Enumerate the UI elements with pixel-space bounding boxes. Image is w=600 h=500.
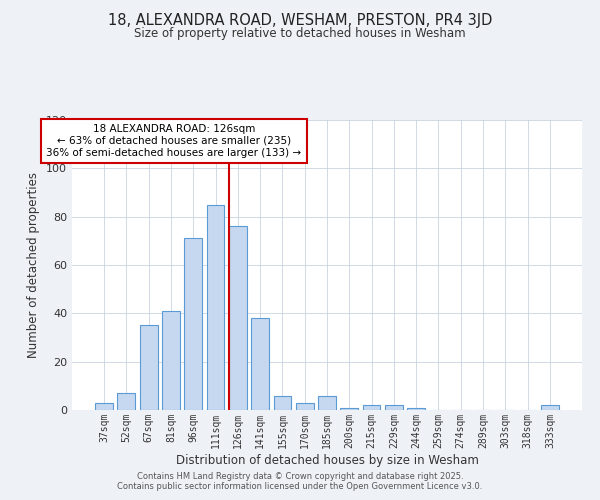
Bar xyxy=(206,204,224,410)
Bar xyxy=(340,408,358,410)
Bar xyxy=(229,226,247,410)
Bar xyxy=(251,318,269,410)
Bar xyxy=(118,393,136,410)
Bar xyxy=(274,396,292,410)
X-axis label: Distribution of detached houses by size in Wesham: Distribution of detached houses by size … xyxy=(176,454,478,466)
Bar xyxy=(162,311,180,410)
Text: Size of property relative to detached houses in Wesham: Size of property relative to detached ho… xyxy=(134,28,466,40)
Text: Contains public sector information licensed under the Open Government Licence v3: Contains public sector information licen… xyxy=(118,482,482,491)
Bar xyxy=(385,405,403,410)
Text: 18 ALEXANDRA ROAD: 126sqm
← 63% of detached houses are smaller (235)
36% of semi: 18 ALEXANDRA ROAD: 126sqm ← 63% of detac… xyxy=(46,124,302,158)
Bar xyxy=(95,403,113,410)
Text: 18, ALEXANDRA ROAD, WESHAM, PRESTON, PR4 3JD: 18, ALEXANDRA ROAD, WESHAM, PRESTON, PR4… xyxy=(108,12,492,28)
Bar xyxy=(407,408,425,410)
Bar xyxy=(184,238,202,410)
Text: Contains HM Land Registry data © Crown copyright and database right 2025.: Contains HM Land Registry data © Crown c… xyxy=(137,472,463,481)
Bar xyxy=(296,403,314,410)
Bar xyxy=(362,405,380,410)
Bar xyxy=(318,396,336,410)
Bar xyxy=(140,326,158,410)
Y-axis label: Number of detached properties: Number of detached properties xyxy=(28,172,40,358)
Bar xyxy=(541,405,559,410)
